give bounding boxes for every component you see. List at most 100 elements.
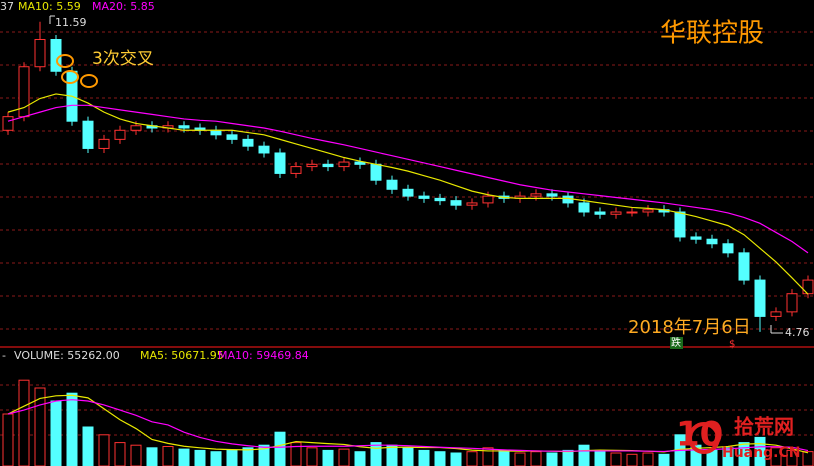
volume-bar (594, 449, 606, 466)
candle-body (722, 243, 734, 254)
candle-body (642, 209, 654, 213)
volume-bar (802, 451, 814, 466)
candle-body (34, 38, 46, 68)
legend-entry: MA20: 5.85 (92, 0, 155, 13)
ma-line (7, 399, 809, 453)
candle-body (114, 129, 126, 140)
candle-body (226, 134, 238, 140)
volume-bar (210, 451, 222, 466)
candle-body (626, 211, 638, 214)
volume-title: VOLUME: 55262.00 (14, 349, 120, 362)
volume-bar (306, 447, 318, 466)
ma-line (7, 93, 809, 295)
volume-bar (242, 447, 254, 466)
watermark: 10 拾荒网 Huang.CN (676, 415, 800, 462)
watermark-url: Huang.CN (722, 445, 800, 461)
candle-body (2, 116, 14, 131)
candle-body (434, 197, 446, 202)
volume-bar (290, 442, 302, 466)
volume-bar (498, 449, 510, 466)
plot-area (2, 21, 814, 466)
watermark-number: 10 (676, 415, 723, 455)
candle-body (738, 252, 750, 281)
volume-bar (690, 444, 702, 466)
candle-body (578, 202, 590, 213)
volume-bar (50, 400, 62, 466)
candle-body (530, 193, 542, 197)
volume-bar (546, 452, 558, 466)
volume-bar (130, 444, 142, 466)
candle-body (82, 120, 94, 149)
volume-bar (562, 449, 574, 466)
volume-bar (146, 447, 158, 466)
badge (670, 337, 683, 349)
candle-body (130, 125, 142, 131)
candle-body (706, 238, 718, 245)
volume-bar (626, 453, 638, 466)
candle-body (370, 163, 382, 181)
volume-bar (658, 453, 670, 466)
volume-bar (322, 449, 334, 466)
candle-body (466, 202, 478, 206)
candle-body (482, 195, 494, 204)
volume-bar (466, 451, 478, 466)
separator: - (2, 349, 6, 362)
marker-text: $ (729, 339, 735, 350)
volume-bar (450, 452, 462, 466)
candle-body (258, 145, 270, 154)
volume-bar (514, 452, 526, 466)
volume-bar (258, 444, 270, 466)
volume-bar (194, 449, 206, 466)
candle-body (546, 193, 558, 197)
candle-body (210, 129, 222, 136)
volume-bar (386, 444, 398, 466)
volume-bar (178, 448, 190, 466)
volume-bar (530, 451, 542, 466)
candle-body (754, 279, 766, 317)
candle-body (690, 236, 702, 240)
volume-bar (162, 446, 174, 466)
annotation: 3次交叉 (92, 49, 154, 69)
candle-body (402, 188, 414, 197)
watermark-name: 拾荒网 (734, 415, 794, 439)
candle-body (594, 211, 606, 215)
volume-bar (338, 448, 350, 466)
volume-bar (418, 449, 430, 466)
legend-entry: MA10: 5.59 (18, 0, 81, 13)
grid (0, 31, 814, 436)
chart-title: 华联控股 (660, 19, 764, 49)
volume-bar (642, 452, 654, 466)
candle-body (290, 166, 302, 174)
candle-body (242, 138, 254, 147)
volume-bar (274, 431, 286, 466)
candle-body (450, 200, 462, 206)
legend-entry: MA10: 59469.84 (218, 349, 309, 362)
volume-bar (402, 447, 414, 466)
date-annotation: 2018年7月6日 (628, 317, 751, 338)
ma-line (7, 104, 809, 254)
candle-body (610, 211, 622, 215)
legend-prefix: 37 (0, 0, 14, 13)
candle-body (98, 138, 110, 149)
badge-text: 跌 (671, 336, 681, 349)
candle-body (786, 293, 798, 313)
volume-bar (114, 442, 126, 466)
candle-body (418, 195, 430, 199)
candle-body (178, 125, 190, 129)
volume-bar (82, 426, 94, 466)
low-label: 4.76 (785, 326, 810, 339)
candle-body (322, 163, 334, 168)
candle-body (802, 279, 814, 295)
candle-body (386, 179, 398, 190)
high-label: 11.59 (55, 16, 87, 29)
volume-bar (98, 434, 110, 466)
candle-body (306, 163, 318, 168)
candle-body (770, 311, 782, 317)
candle-body (338, 161, 350, 168)
candle-body (562, 195, 574, 204)
candle-body (274, 152, 286, 174)
volume-bar (226, 449, 238, 466)
candle-body (354, 161, 366, 165)
volume-bar (354, 451, 366, 466)
